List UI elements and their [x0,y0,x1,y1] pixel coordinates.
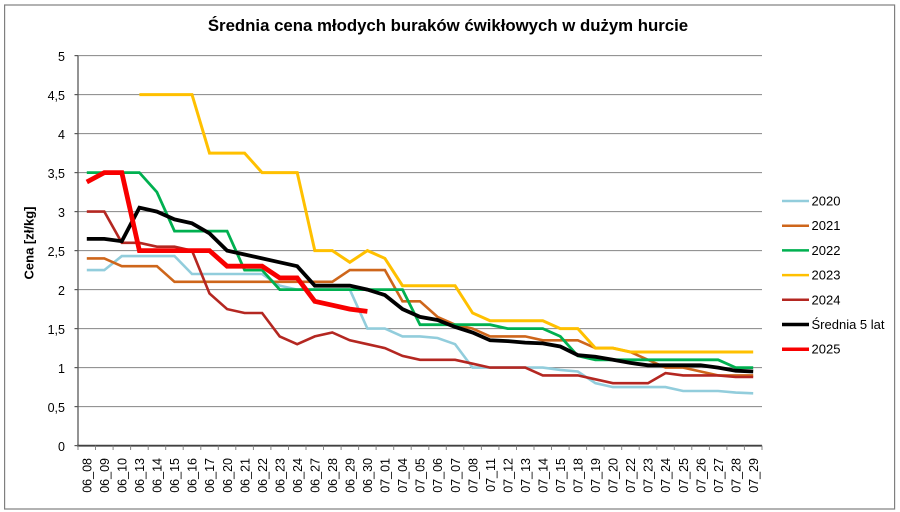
svg-text:07_29: 07_29 [747,458,761,493]
svg-text:Średnia cena młodych buraków ć: Średnia cena młodych buraków ćwikłowych … [208,16,688,35]
svg-text:06_14: 06_14 [151,458,165,493]
svg-text:07_12: 07_12 [501,458,515,493]
svg-text:06_20: 06_20 [221,458,235,493]
svg-text:Średnia 5 lat: Średnia 5 lat [812,317,885,332]
svg-text:06_17: 06_17 [203,458,217,493]
svg-text:06_15: 06_15 [168,458,182,493]
svg-text:4,5: 4,5 [48,89,65,103]
svg-text:Cena [zł/kg]: Cena [zł/kg] [22,207,37,280]
svg-text:07_08: 07_08 [466,458,480,493]
svg-text:06_27: 06_27 [309,458,323,493]
svg-text:3,5: 3,5 [48,167,65,181]
svg-text:06_29: 06_29 [344,458,358,493]
svg-text:07_20: 07_20 [607,458,621,493]
svg-text:2021: 2021 [812,218,841,233]
svg-text:07_15: 07_15 [554,458,568,493]
svg-text:06_13: 06_13 [133,458,147,493]
svg-text:07_14: 07_14 [537,458,551,493]
svg-text:06_16: 06_16 [186,458,200,493]
svg-text:06_08: 06_08 [81,458,95,493]
svg-text:0: 0 [58,440,65,454]
svg-text:06_28: 06_28 [326,458,340,493]
svg-text:2024: 2024 [812,292,841,307]
svg-text:07_23: 07_23 [642,458,656,493]
svg-text:07_05: 07_05 [414,458,428,493]
svg-text:4: 4 [58,128,65,142]
svg-text:06_10: 06_10 [116,458,130,493]
svg-text:07_26: 07_26 [694,458,708,493]
svg-text:06_09: 06_09 [98,458,112,493]
svg-text:07_22: 07_22 [624,458,638,493]
svg-text:2022: 2022 [812,243,841,258]
svg-text:3: 3 [58,206,65,220]
svg-text:07_13: 07_13 [519,458,533,493]
svg-text:2,5: 2,5 [48,245,65,259]
svg-text:07_11: 07_11 [484,458,498,492]
svg-text:2020: 2020 [812,194,841,209]
svg-text:06_30: 06_30 [361,458,375,493]
svg-text:1,5: 1,5 [48,323,65,337]
svg-text:07_04: 07_04 [396,458,410,493]
svg-text:0,5: 0,5 [48,401,65,415]
svg-text:2023: 2023 [812,268,841,283]
svg-text:06_24: 06_24 [291,458,305,493]
svg-text:07_07: 07_07 [449,458,463,493]
svg-text:06_22: 06_22 [256,458,270,493]
svg-text:07_19: 07_19 [589,458,603,493]
svg-text:07_28: 07_28 [729,458,743,493]
svg-text:07_06: 07_06 [431,458,445,493]
svg-text:07_18: 07_18 [572,458,586,493]
svg-text:2025: 2025 [812,342,841,357]
svg-text:2: 2 [58,284,65,298]
svg-text:07_25: 07_25 [677,458,691,493]
svg-text:07_01: 07_01 [379,458,393,493]
svg-text:5: 5 [58,50,65,64]
svg-text:06_21: 06_21 [238,458,252,493]
svg-text:06_23: 06_23 [273,458,287,493]
svg-text:07_24: 07_24 [659,458,673,493]
svg-text:1: 1 [58,362,65,376]
svg-text:07_27: 07_27 [712,458,726,493]
